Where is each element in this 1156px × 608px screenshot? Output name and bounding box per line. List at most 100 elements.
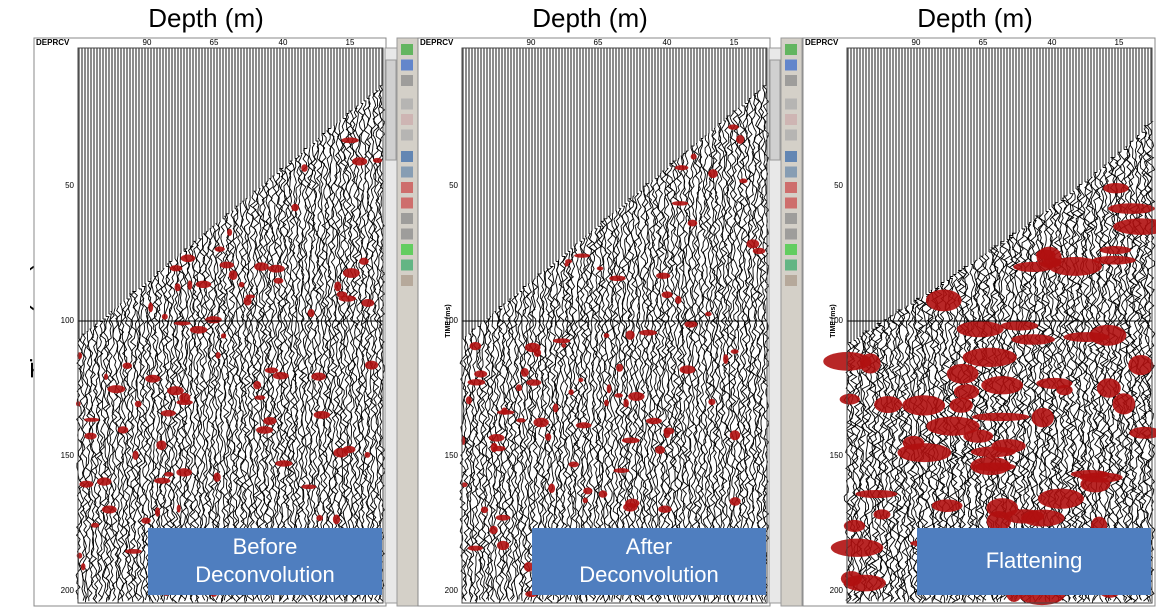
trace-wiggle xyxy=(522,286,530,603)
trace-wiggle xyxy=(513,293,521,603)
amplitude-patch xyxy=(84,432,97,440)
trace-wiggle xyxy=(462,336,470,601)
amplitude-patch xyxy=(176,504,181,513)
amplitude-patch xyxy=(949,397,973,413)
amplitude-patch xyxy=(684,320,698,328)
trace-wiggle xyxy=(885,317,895,603)
trace-wiggle xyxy=(717,123,725,600)
amplitude-patch xyxy=(515,384,523,392)
header-label: DEPRCV xyxy=(36,38,70,47)
amplitude-patch xyxy=(132,450,139,460)
amplitude-patch xyxy=(1089,324,1127,346)
header-label: DEPRCV xyxy=(805,38,839,47)
amplitude-patch xyxy=(1129,426,1156,439)
trace-wiggle xyxy=(483,318,491,600)
amplitude-patch xyxy=(679,365,696,374)
amplitude-patch xyxy=(372,157,383,163)
tool-icon xyxy=(785,259,797,271)
amplitude-patch xyxy=(613,468,630,473)
amplitude-patch xyxy=(467,379,486,386)
depth-tick-label: 90 xyxy=(912,38,921,47)
depth-tick-label: 15 xyxy=(1115,38,1124,47)
seismic-panel: Depth (m) DEPRCV 90 65 40 15 50 100 150 200 TIME (… xyxy=(802,3,1156,607)
amplitude-patch xyxy=(264,367,279,374)
amplitude-patch xyxy=(625,330,635,340)
trace-wiggle xyxy=(729,112,737,602)
trace-wiggle xyxy=(345,112,353,602)
tool-icon xyxy=(785,114,797,125)
amplitude-patch xyxy=(96,477,112,486)
amplitude-patch xyxy=(736,134,745,144)
amplitude-patch xyxy=(122,362,132,369)
amplitude-patch xyxy=(134,400,142,408)
tool-icon xyxy=(401,166,413,178)
amplitude-patch xyxy=(253,381,262,390)
amplitude-patch xyxy=(215,351,221,359)
amplitude-patch xyxy=(574,253,591,258)
trace-wiggle xyxy=(294,155,302,601)
amplitude-patch xyxy=(488,434,505,442)
trace-wiggle xyxy=(465,333,473,603)
trace-wiggle xyxy=(489,313,497,603)
trace-wiggle xyxy=(99,318,107,600)
amplitude-patch xyxy=(621,437,640,444)
tool-icon xyxy=(785,151,797,162)
amplitude-patch xyxy=(855,489,898,499)
amplitude-patch xyxy=(352,157,368,166)
depth-tick-label: 40 xyxy=(279,38,288,47)
amplitude-patch xyxy=(90,522,100,528)
trace-wiggle xyxy=(858,334,868,603)
amplitude-patch xyxy=(220,333,227,339)
tool-icon xyxy=(401,129,413,141)
tool-icon xyxy=(785,59,797,71)
amplitude-patch xyxy=(552,338,571,344)
amplitude-patch xyxy=(495,514,511,521)
toolbar xyxy=(780,37,803,607)
tool-icon xyxy=(785,166,797,178)
amplitude-patch xyxy=(1113,218,1156,235)
amplitude-patch xyxy=(1035,249,1056,260)
amplitude-patch xyxy=(213,472,221,482)
amplitude-patch xyxy=(214,246,225,252)
trace-wiggle xyxy=(732,110,740,604)
tool-icon xyxy=(785,129,797,141)
trace-wiggle xyxy=(759,87,767,601)
trace-wiggle xyxy=(843,343,853,601)
tool-icon xyxy=(785,197,797,209)
time-tick-label: 100 xyxy=(445,316,459,325)
trace-wiggle xyxy=(366,95,374,601)
time-axis-label: TIME (ms) xyxy=(830,304,837,337)
trace-wiggle xyxy=(369,92,377,602)
amplitude-patch xyxy=(263,417,277,425)
trace-wiggle xyxy=(324,130,332,604)
trace-wiggle xyxy=(852,338,862,604)
tool-icon xyxy=(401,228,413,240)
amplitude-patch xyxy=(953,384,980,400)
amplitude-patch xyxy=(578,377,584,383)
amplitude-patch xyxy=(161,313,168,320)
caption: Flattening xyxy=(986,548,1083,573)
tool-icon xyxy=(401,213,413,224)
header-label: DEPRCV xyxy=(420,38,454,47)
amplitude-patch xyxy=(361,298,375,307)
amplitude-patch xyxy=(341,137,359,144)
depth-tick-label: 40 xyxy=(1048,38,1057,47)
amplitude-patch xyxy=(568,461,579,468)
amplitude-patch xyxy=(333,447,349,458)
amplitude-patch xyxy=(658,505,672,513)
tool-icon xyxy=(401,275,413,286)
amplitude-patch xyxy=(1099,246,1132,255)
amplitude-patch xyxy=(311,372,327,381)
trace-wiggle xyxy=(372,90,380,604)
amplitude-patch xyxy=(729,497,741,506)
amplitude-patch xyxy=(243,296,252,306)
amplitude-patch xyxy=(520,367,529,377)
trace-wiggle xyxy=(705,133,713,602)
trace-wiggle xyxy=(471,328,479,602)
amplitude-patch xyxy=(533,417,549,428)
amplitude-patch xyxy=(465,396,472,405)
tool-icon xyxy=(785,244,797,255)
amplitude-patch xyxy=(873,509,891,520)
caption-box xyxy=(917,528,1151,595)
amplitude-patch xyxy=(180,254,196,263)
